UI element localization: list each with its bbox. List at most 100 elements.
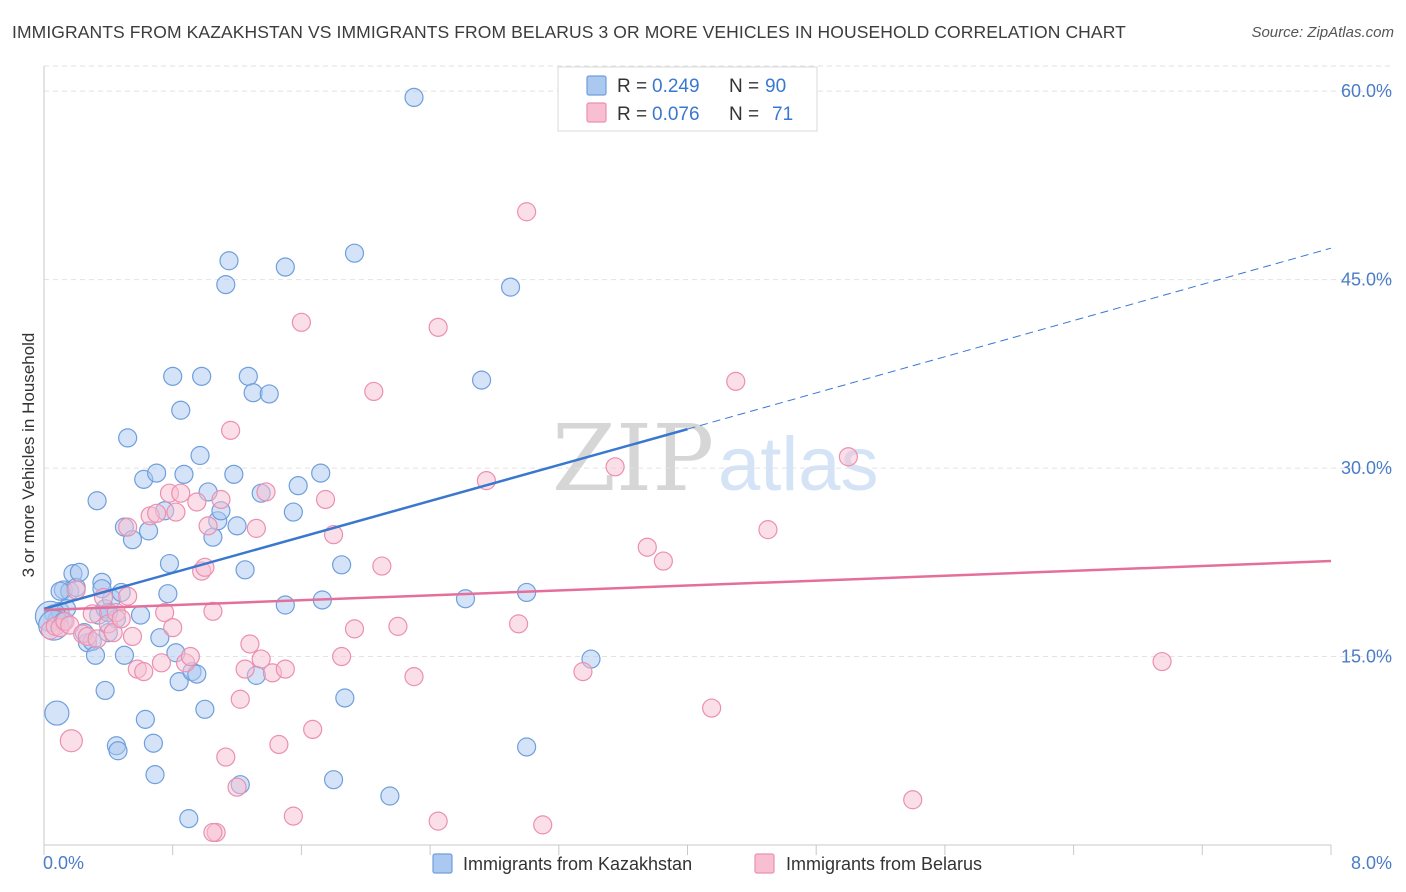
y-axis-title: 3 or more Vehicles in Household <box>19 333 38 578</box>
kazakhstan-point <box>143 733 163 753</box>
belarus-point <box>246 518 266 538</box>
belarus-point <box>344 619 365 639</box>
kazakhstan-point <box>380 786 400 806</box>
belarus-point <box>605 457 625 477</box>
kazakhstan-point <box>404 87 424 108</box>
kazakhstan-point <box>158 584 178 604</box>
belarus-point <box>118 517 138 537</box>
watermark-zip: ZIP <box>552 405 714 512</box>
legend-box: R = 0.249 N = 90 R = 0.076 N = 71 <box>557 66 818 132</box>
belarus-point <box>332 646 352 667</box>
belarus-point <box>364 381 384 402</box>
kazakhstan-point <box>114 645 135 665</box>
kazakhstan-point <box>169 672 189 692</box>
belarus-point <box>187 492 207 512</box>
legend-r-label-kazakhstan: R = <box>617 76 647 97</box>
belarus-point <box>166 502 186 522</box>
belarus-point <box>240 634 260 654</box>
belarus-point <box>163 618 183 638</box>
kazakhstan-point <box>227 516 247 536</box>
belarus-point <box>275 659 295 679</box>
bottom-legend-label-kazakhstan: Immigrants from Kazakhstan <box>463 854 692 874</box>
belarus-point <box>198 516 218 536</box>
legend-n-label-kazakhstan: N = <box>729 76 759 97</box>
belarus-point <box>269 734 289 755</box>
belarus-point <box>903 790 923 810</box>
belarus-point <box>251 649 271 669</box>
belarus-point <box>59 729 83 753</box>
kazakhstan-point <box>171 400 191 420</box>
belarus-point <box>111 609 131 629</box>
legend-n-value-belarus: 71 <box>772 104 793 125</box>
kazakhstan-point <box>311 463 331 483</box>
chart-title: IMMIGRANTS FROM KAZAKHSTAN VS IMMIGRANTS… <box>12 22 1126 42</box>
y-tick-label: 15.0% <box>1341 647 1392 667</box>
belarus-point <box>726 371 746 391</box>
kazakhstan-point <box>219 251 239 271</box>
kazakhstan-point <box>500 277 521 297</box>
kazakhstan-point <box>135 709 155 729</box>
belarus-point <box>291 312 311 332</box>
y-tick-label: 30.0% <box>1341 458 1392 478</box>
belarus-point <box>428 317 448 337</box>
kazakhstan-point <box>224 464 244 484</box>
kazakhstan-point <box>275 257 295 277</box>
belarus-point <box>221 420 241 440</box>
legend-swatch-belarus <box>586 102 607 123</box>
belarus-point <box>87 629 107 649</box>
kazakhstan-point <box>159 553 180 574</box>
belarus-point <box>66 580 86 600</box>
axes <box>43 66 1332 855</box>
kazakhstan-point <box>335 688 355 708</box>
belarus-point <box>637 537 657 557</box>
kazakhstan-point <box>108 741 128 761</box>
legend-r-label-belarus: R = <box>617 104 647 125</box>
kazakhstan-trendline <box>43 427 688 610</box>
belarus-point <box>256 482 276 502</box>
kazakhstan-trendline-extension <box>687 247 1332 430</box>
belarus-point <box>227 777 247 797</box>
kazakhstan-point <box>145 765 165 785</box>
belarus-point <box>315 489 336 510</box>
kazakhstan-point <box>235 560 255 580</box>
kazakhstan-point <box>275 595 295 615</box>
belarus-point <box>303 719 323 740</box>
belarus-point <box>151 653 172 673</box>
bottom-legend: Immigrants from Kazakhstan Immigrants fr… <box>432 853 982 874</box>
kazakhstan-point <box>195 699 215 719</box>
belarus-point <box>508 614 529 634</box>
belarus-point <box>517 202 537 222</box>
kazakhstan-point <box>85 645 106 665</box>
belarus-point <box>1152 651 1172 672</box>
kazakhstan-point <box>190 445 210 466</box>
kazakhstan-point <box>344 243 365 263</box>
kazakhstan-point <box>332 555 352 575</box>
belarus-point <box>533 815 553 835</box>
belarus-point <box>211 489 231 510</box>
kazakhstan-point <box>50 581 70 601</box>
kazakhstan-point <box>243 383 263 403</box>
belarus-trendline <box>43 559 1332 612</box>
kazakhstan-point <box>216 275 236 295</box>
bottom-legend-swatch-kazakhstan <box>432 853 453 874</box>
belarus-point <box>758 520 778 540</box>
kazakhstan-point <box>130 605 151 625</box>
legend-r-value-kazakhstan: 0.249 <box>652 76 700 97</box>
trendlines <box>43 247 1332 612</box>
legend-n-label-belarus: N = <box>729 104 759 125</box>
source-label: Source: ZipAtlas.com <box>1251 24 1394 41</box>
kazakhstan-point <box>192 366 212 386</box>
belarus-point <box>147 503 167 523</box>
x-tick-labels: 0.0% 8.0% <box>43 853 1392 873</box>
series-kazakhstan-points <box>34 87 601 829</box>
belarus-point <box>838 447 858 467</box>
kazakhstan-point <box>147 463 167 483</box>
belarus-point <box>171 483 191 503</box>
y-tick-label: 45.0% <box>1341 270 1392 290</box>
watermark-atlas: atlas <box>718 422 879 507</box>
kazakhstan-point <box>95 680 115 701</box>
kazakhstan-point <box>118 428 138 448</box>
legend-swatch-kazakhstan <box>586 75 607 96</box>
belarus-point <box>203 601 223 621</box>
x-tick-label-min: 0.0% <box>43 853 84 873</box>
